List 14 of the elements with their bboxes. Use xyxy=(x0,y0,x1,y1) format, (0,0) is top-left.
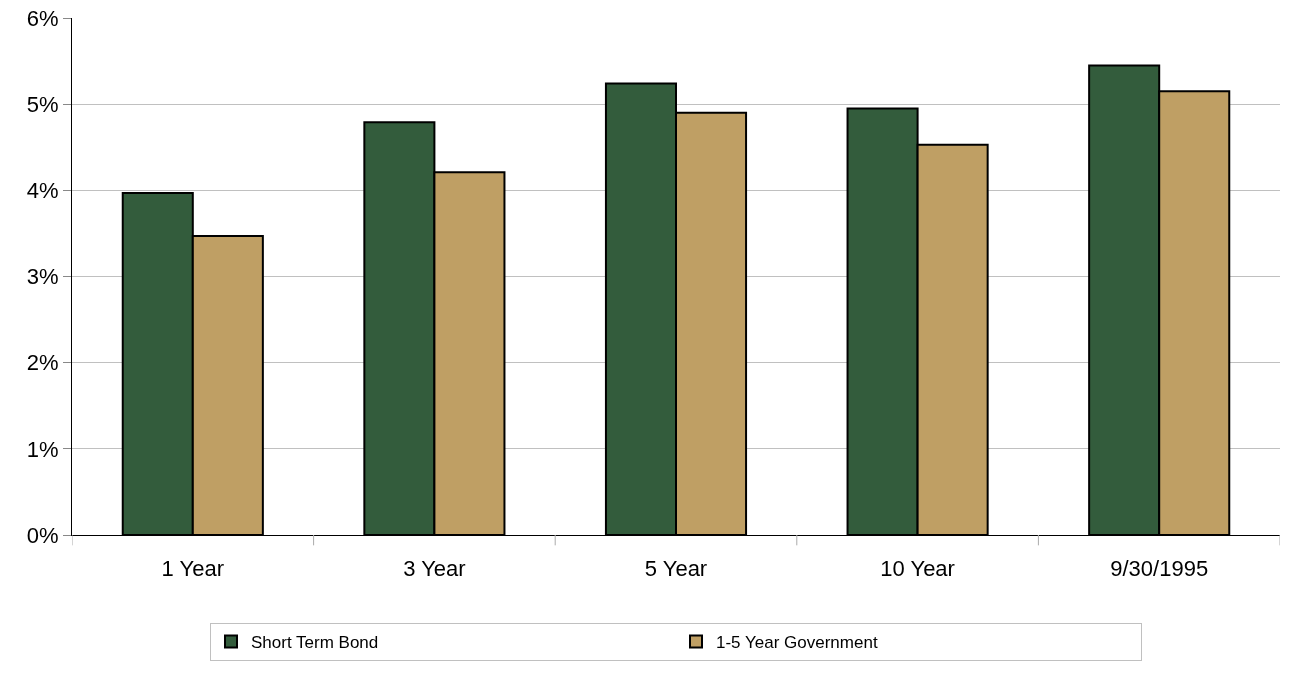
y-tick-label: 0% xyxy=(26,522,59,548)
y-tick-label: 1% xyxy=(26,436,59,462)
y-tick-label: 3% xyxy=(26,264,59,290)
y-tick-label: 2% xyxy=(26,350,59,376)
x-tick-label: 1 Year xyxy=(161,556,224,582)
y-tick-label: 4% xyxy=(26,178,59,204)
legend-label: Short Term Bond xyxy=(251,633,379,653)
x-tick-label: 10 Year xyxy=(880,556,955,582)
x-tick-label: 9/30/1995 xyxy=(1110,556,1209,582)
y-tick-label: 5% xyxy=(26,91,59,117)
y-tick-label: 6% xyxy=(26,5,59,31)
legend-label: 1-5 Year Government xyxy=(716,633,878,653)
x-tick-label: 3 Year xyxy=(403,556,466,582)
x-tick-label: 5 Year xyxy=(644,556,708,582)
